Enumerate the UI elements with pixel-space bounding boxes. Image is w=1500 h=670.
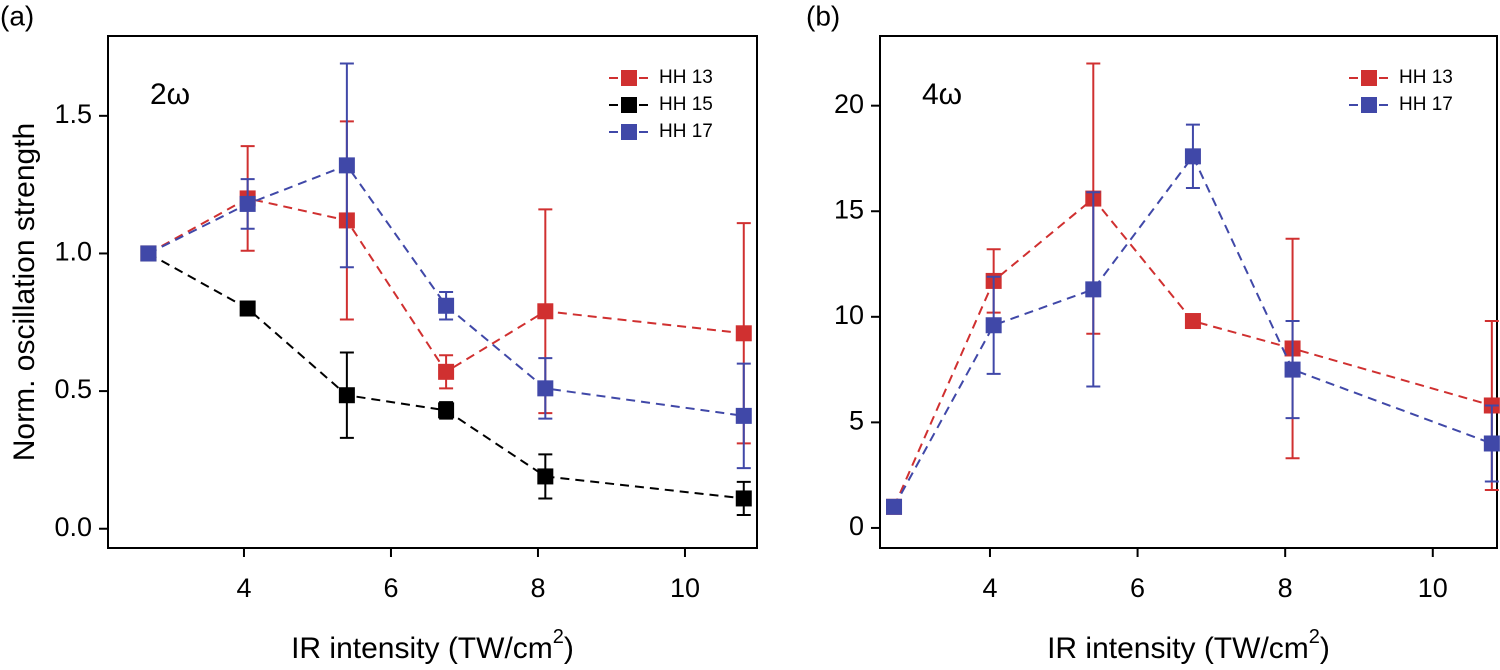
legend-label: HH 13 bbox=[1399, 67, 1453, 88]
series-line bbox=[147, 197, 744, 374]
legend-marker bbox=[621, 124, 637, 140]
plot-frame bbox=[107, 35, 758, 549]
x-axis-label-part: IR intensity (TW/cm bbox=[291, 632, 553, 665]
plot-frame bbox=[879, 35, 1498, 549]
x-axis-label-part: 2 bbox=[553, 626, 564, 648]
x-tick-label: 6 bbox=[383, 573, 398, 603]
marker bbox=[338, 157, 355, 174]
marker bbox=[1284, 361, 1301, 378]
legend-marker bbox=[621, 97, 637, 113]
y-tick-label: 1.0 bbox=[54, 237, 92, 267]
series-line bbox=[893, 154, 1493, 508]
x-axis-label-part: ) bbox=[564, 632, 574, 665]
legend-marker bbox=[1361, 97, 1377, 113]
marker bbox=[985, 317, 1002, 334]
annotation: 4ω bbox=[922, 78, 962, 111]
x-tick-label: 8 bbox=[530, 573, 545, 603]
series-line bbox=[147, 164, 744, 417]
x-tick-label: 4 bbox=[982, 573, 997, 603]
legend-marker bbox=[1361, 70, 1377, 86]
x-tick-label: 4 bbox=[236, 573, 251, 603]
y-tick-label: 5 bbox=[849, 406, 864, 436]
marker bbox=[239, 300, 256, 317]
annotation: 2ω bbox=[150, 78, 190, 111]
y-tick-label: 15 bbox=[834, 194, 864, 224]
legend-label: HH 15 bbox=[659, 94, 713, 115]
marker bbox=[1184, 148, 1201, 165]
x-tick-label: 10 bbox=[670, 573, 700, 603]
x-tick-label: 8 bbox=[1278, 573, 1293, 603]
legend-label: HH 17 bbox=[659, 121, 713, 142]
marker bbox=[438, 402, 455, 419]
x-axis-label: IR intensity (TW/cm2) bbox=[1047, 626, 1330, 665]
marker bbox=[338, 387, 355, 404]
panel-label: (b) bbox=[806, 0, 840, 31]
legend-label: HH 17 bbox=[1399, 94, 1453, 115]
y-tick-label: 0.0 bbox=[54, 512, 92, 542]
marker bbox=[735, 325, 752, 342]
x-tick-label: 10 bbox=[1418, 573, 1448, 603]
y-tick-label: 1.5 bbox=[54, 99, 92, 129]
y-tick-label: 0 bbox=[849, 511, 864, 541]
panel-label: (a) bbox=[0, 0, 34, 31]
y-tick-label: 0.5 bbox=[54, 374, 92, 404]
y-axis-label: Norm. oscillation strength bbox=[8, 123, 41, 461]
marker bbox=[537, 303, 554, 320]
marker bbox=[239, 195, 256, 212]
series-line bbox=[893, 197, 1493, 508]
legend-marker bbox=[621, 70, 637, 86]
marker bbox=[735, 490, 752, 507]
legend-label: HH 13 bbox=[659, 67, 713, 88]
x-axis-label: IR intensity (TW/cm2) bbox=[291, 626, 574, 665]
marker bbox=[735, 407, 752, 424]
x-axis-label-part: IR intensity (TW/cm bbox=[1047, 632, 1309, 665]
marker bbox=[1483, 435, 1500, 452]
marker bbox=[438, 297, 455, 314]
series-line bbox=[147, 252, 744, 500]
marker bbox=[438, 363, 455, 380]
marker bbox=[1184, 313, 1201, 330]
marker bbox=[886, 498, 903, 515]
x-axis-label-part: ) bbox=[1320, 632, 1330, 665]
x-axis-label-part: 2 bbox=[1309, 626, 1320, 648]
marker bbox=[140, 245, 157, 262]
x-tick-label: 6 bbox=[1130, 573, 1145, 603]
marker bbox=[537, 468, 554, 485]
y-tick-label: 10 bbox=[834, 300, 864, 330]
marker bbox=[537, 380, 554, 397]
y-tick-label: 20 bbox=[834, 89, 864, 119]
marker bbox=[1085, 281, 1102, 298]
